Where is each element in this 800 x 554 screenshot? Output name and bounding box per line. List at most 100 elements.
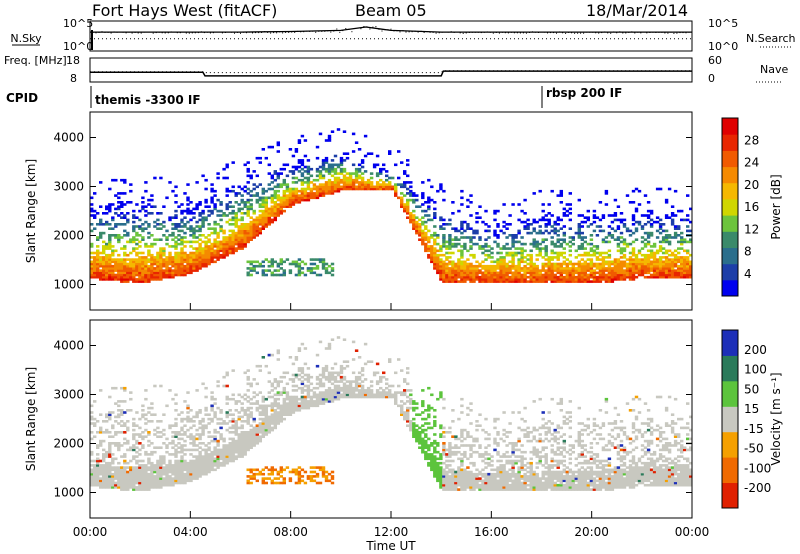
velocity-cell — [159, 481, 163, 485]
power-cell — [246, 260, 250, 264]
power-cell — [631, 231, 636, 235]
velocity-cell — [276, 415, 281, 419]
power-cell — [484, 280, 488, 283]
power-cell — [123, 264, 127, 268]
power-cell — [427, 245, 431, 248]
power-cell — [433, 238, 437, 241]
power-cell — [421, 236, 425, 239]
power-cell — [556, 240, 560, 244]
power-cell — [96, 253, 100, 257]
power-cell — [174, 271, 178, 275]
power-cell — [556, 245, 560, 248]
power-cell — [568, 207, 573, 211]
velocity-cell — [291, 380, 296, 383]
power-cell — [439, 218, 443, 222]
power-cell — [339, 187, 344, 191]
power-cell — [312, 271, 317, 275]
noise-sky-point — [513, 32, 515, 34]
power-cell — [673, 275, 678, 279]
power-cell — [219, 245, 223, 248]
power-cell — [589, 247, 594, 250]
velocity-cell — [159, 466, 163, 469]
power-cell — [544, 275, 548, 279]
power-cell — [246, 161, 250, 164]
power-cell — [565, 269, 570, 272]
velocity-cell — [108, 481, 112, 485]
power-cell — [499, 280, 503, 283]
power-cell — [640, 225, 645, 228]
power-cell — [267, 212, 272, 215]
power-cell — [105, 242, 109, 246]
velocity-cell — [213, 437, 217, 441]
power-cell — [153, 238, 157, 241]
velocity-cell — [144, 475, 148, 478]
power-cell — [451, 267, 455, 270]
velocity-cell — [273, 397, 278, 401]
power-cell — [135, 238, 139, 241]
velocity-cell — [93, 424, 97, 427]
power-cell — [649, 256, 654, 259]
beam-label: Beam 05 — [355, 1, 427, 20]
power-cell — [162, 225, 166, 228]
velocity-cell — [261, 424, 266, 427]
power-cell — [99, 262, 103, 266]
velocity-cell — [174, 475, 178, 478]
power-cell — [592, 229, 597, 233]
power-cell — [204, 258, 208, 261]
power-cell — [336, 172, 341, 175]
velocity-cell — [276, 481, 281, 485]
power-cell — [496, 251, 500, 255]
velocity-cell — [264, 417, 269, 421]
noise-left-tick-top: 10^5 — [63, 17, 93, 30]
power-cell — [279, 267, 284, 270]
power-cell — [607, 256, 612, 259]
noise-sky-point — [200, 31, 202, 33]
velocity-cell — [150, 477, 154, 480]
power-cell — [655, 187, 660, 191]
power-cell — [309, 267, 314, 270]
power-cell — [469, 271, 473, 275]
velocity-cell — [102, 472, 106, 476]
power-cell — [159, 262, 163, 266]
power-cell — [360, 172, 365, 175]
velocity-cell — [267, 424, 272, 427]
power-cell — [357, 185, 362, 189]
velocity-cell — [186, 477, 190, 480]
velocity-cell — [111, 435, 115, 438]
power-cell — [511, 251, 515, 255]
power-cell — [144, 258, 148, 261]
power-cell — [93, 227, 97, 230]
power-cell — [156, 212, 160, 215]
velocity-cell — [99, 479, 103, 483]
velocity-cell — [279, 415, 284, 419]
velocity-cell — [162, 481, 166, 485]
power-cell — [379, 187, 383, 191]
velocity-cell — [129, 409, 133, 412]
power-cell — [448, 234, 452, 237]
velocity-cell — [141, 404, 145, 408]
power-cell — [544, 238, 548, 241]
velocity-cell — [312, 470, 317, 474]
power-cell — [520, 256, 524, 259]
power-cell — [120, 260, 124, 264]
noise-sky-point — [98, 31, 100, 33]
power-cell — [556, 253, 560, 257]
power-cell — [93, 214, 97, 217]
velocity-cell — [96, 470, 100, 474]
power-cell — [517, 267, 521, 270]
velocity-cell — [303, 404, 308, 408]
velocity-cell — [201, 417, 205, 421]
power-cell — [394, 189, 398, 193]
power-cell — [652, 258, 657, 261]
power-cell — [321, 192, 326, 195]
power-cell — [640, 269, 645, 272]
power-cell — [171, 275, 175, 279]
power-cell — [496, 264, 500, 268]
velocity-cell — [270, 395, 275, 399]
velocity-cell — [138, 435, 142, 438]
power-cell — [658, 258, 663, 261]
velocity-cell — [183, 466, 187, 469]
power-cell — [547, 271, 551, 275]
noise-sky-point — [486, 31, 488, 33]
power-cell — [502, 247, 506, 250]
